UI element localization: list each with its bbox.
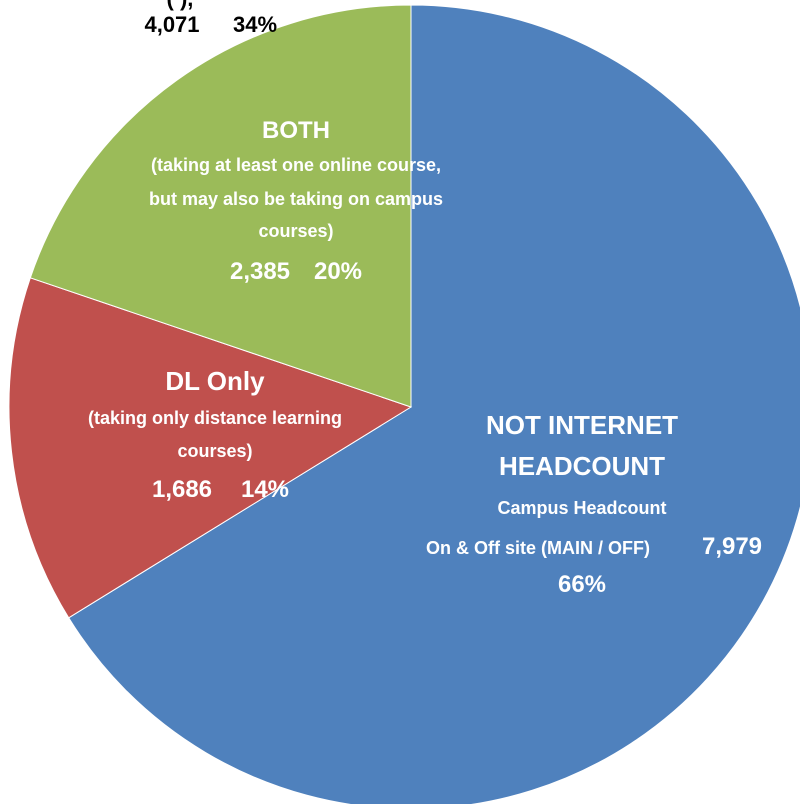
dl-only-value-label: 1,686 [152,476,212,503]
not-internet-detail-line-1: Campus Headcount [497,498,666,518]
dl-only-detail-line-1: (taking only distance learning [88,408,342,428]
both-value-label: 2,385 [230,258,290,285]
both-percent-label: 20% [314,258,362,285]
dl-only-detail-line-2: courses) [177,441,252,461]
both-detail-line-3: courses) [258,221,333,241]
not-internet-value-label: 7,979 [702,533,762,560]
not-internet-title-line-2: HEADCOUNT [499,451,665,481]
group-total-partial-label: ( ), [167,0,194,11]
pie-slice-both [29,4,412,408]
group-total-value-label: 4,071 [144,12,199,37]
dl-only-percent-label: 14% [241,476,289,503]
not-internet-title-line-1: NOT INTERNET [486,410,678,440]
dl-only-title-label: DL Only [165,366,265,396]
both-detail-line-2: but may also be taking on campus [149,189,443,209]
group-total-percent-label: 34% [233,12,277,37]
pie-slice-not-internet [68,4,800,804]
not-internet-detail-line-2: On & Off site (MAIN / OFF) [426,538,650,558]
pie-slice-dl-only [8,277,413,619]
not-internet-percent-label: 66% [558,571,606,598]
both-detail-line-1: (taking at least one online course, [151,155,441,175]
both-title-label: BOTH [262,117,330,144]
